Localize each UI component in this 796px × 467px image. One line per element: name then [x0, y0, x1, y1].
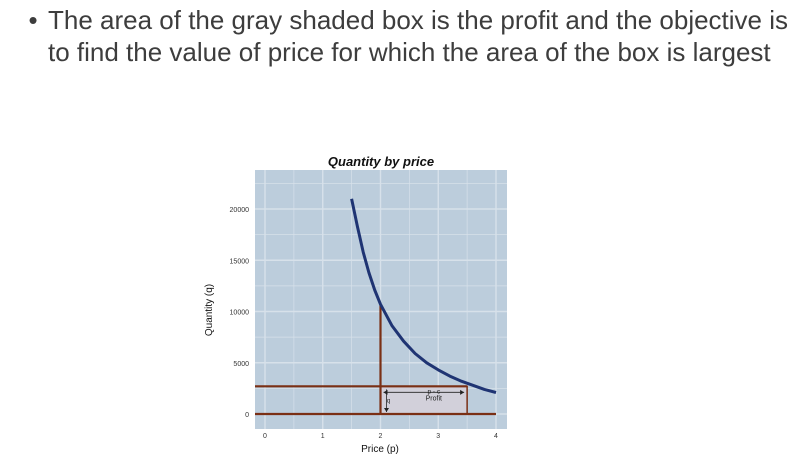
demand-curve	[350, 198, 497, 394]
y-tick-label: 5000	[233, 361, 249, 368]
profit-box	[379, 385, 468, 415]
q-label: q	[387, 398, 390, 404]
y-axis-label: Quantity (q)	[204, 284, 215, 336]
y-tick-label: 20000	[230, 207, 250, 214]
y-tick-label: 15000	[230, 258, 250, 265]
y-tick-label: 0	[245, 412, 249, 419]
x-axis-label: Price (p)	[361, 444, 399, 455]
arrow-head-down-icon	[384, 408, 389, 412]
x-tick-label: 4	[494, 433, 498, 440]
arrow-head-right-icon	[460, 389, 465, 395]
profit-label: Profit	[426, 395, 442, 402]
bullet-icon: •	[28, 5, 38, 35]
slide-body: • The area of the gray shaded box is the…	[18, 4, 788, 68]
x-tick-label: 0	[263, 433, 267, 440]
bullet-item: • The area of the gray shaded box is the…	[18, 4, 788, 68]
chart-title: Quantity by price	[328, 154, 434, 169]
x-tick-label: 2	[379, 433, 383, 440]
bullet-text: The area of the gray shaded box is the p…	[48, 5, 789, 67]
y-tick-label: 10000	[230, 310, 250, 317]
x-tick-label: 1	[321, 433, 325, 440]
p-minus-c-label: p - c	[427, 388, 440, 395]
x-tick-label: 3	[436, 433, 440, 440]
